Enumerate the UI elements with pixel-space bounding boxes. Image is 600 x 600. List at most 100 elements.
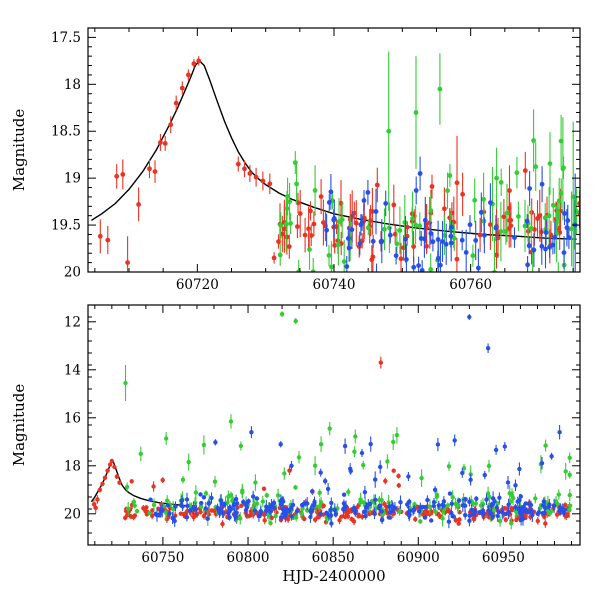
data-point <box>451 235 457 241</box>
data-point <box>235 161 241 167</box>
data-point <box>148 497 153 502</box>
data-point <box>280 497 285 502</box>
data-point <box>342 443 348 449</box>
data-point <box>558 190 564 196</box>
data-point <box>271 500 277 505</box>
data-point <box>341 259 347 264</box>
data-point <box>416 509 422 514</box>
data-point <box>486 463 492 469</box>
data-point <box>446 519 452 524</box>
green-series <box>123 311 573 530</box>
data-point <box>271 255 277 261</box>
data-point <box>489 502 495 507</box>
data-point <box>517 466 522 472</box>
data-point <box>318 442 324 447</box>
data-point <box>437 86 443 92</box>
data-point <box>387 504 392 509</box>
data-point <box>179 498 185 503</box>
data-point <box>567 472 572 477</box>
data-point <box>394 433 400 438</box>
data-point <box>125 260 130 265</box>
data-point <box>253 480 258 485</box>
data-point <box>226 494 231 499</box>
data-point <box>387 232 393 238</box>
data-point <box>567 455 572 460</box>
data-point <box>453 501 458 507</box>
data-point <box>433 509 438 514</box>
data-point <box>391 202 397 208</box>
data-point <box>367 501 373 507</box>
data-point <box>522 168 528 174</box>
data-point <box>552 235 558 240</box>
data-point <box>525 262 530 268</box>
data-point <box>240 490 245 495</box>
data-point <box>205 516 210 521</box>
data-point <box>480 501 486 507</box>
data-point <box>436 503 441 508</box>
data-point <box>397 228 403 233</box>
data-point <box>262 518 267 523</box>
y-tick-label: 16 <box>64 410 81 426</box>
x-tick-label: 60750 <box>141 550 184 566</box>
axis-ticks <box>88 304 580 546</box>
data-point <box>514 170 520 176</box>
data-point <box>368 441 373 447</box>
data-point <box>241 499 246 505</box>
y-tick-label: 19.5 <box>51 218 81 234</box>
data-point <box>278 442 283 447</box>
x-tick-label: 60900 <box>397 550 440 566</box>
data-point <box>193 490 199 495</box>
data-point <box>467 513 472 518</box>
data-point <box>387 225 392 231</box>
data-point <box>129 479 134 484</box>
data-point <box>526 510 531 515</box>
data-point <box>323 478 328 484</box>
data-point <box>131 499 137 504</box>
data-point <box>495 513 500 519</box>
data-point <box>344 264 350 269</box>
data-point <box>329 264 334 270</box>
data-point <box>272 505 277 511</box>
data-point <box>478 210 484 215</box>
data-point <box>500 510 505 515</box>
data-point <box>310 269 316 272</box>
data-point <box>249 430 254 435</box>
data-point <box>318 194 324 200</box>
data-point <box>517 510 523 515</box>
axis-tick-labels: 60750 60800 60850 60900 60950 12 14 16 18 20 <box>64 314 525 566</box>
data-point <box>287 468 292 473</box>
x-tick-label: 60950 <box>482 550 525 566</box>
data-point <box>178 502 184 508</box>
data-point <box>311 503 316 508</box>
data-point <box>261 486 267 491</box>
data-point <box>513 505 518 510</box>
data-point <box>318 470 323 475</box>
data-point <box>453 518 458 523</box>
data-point <box>429 184 435 189</box>
data-point <box>242 166 247 172</box>
data-point <box>543 521 548 526</box>
data-point <box>530 512 535 518</box>
data-point <box>459 237 465 243</box>
data-point <box>286 244 292 250</box>
data-point <box>419 475 424 481</box>
data-point <box>476 265 481 271</box>
data-point <box>447 173 453 178</box>
data-point <box>150 513 155 518</box>
data-point <box>537 213 543 219</box>
data-point <box>233 496 239 502</box>
data-point <box>310 489 315 494</box>
data-point <box>435 237 441 242</box>
data-point <box>527 502 532 507</box>
data-point <box>373 209 379 214</box>
data-point <box>543 246 548 252</box>
data-point <box>279 311 285 317</box>
data-point <box>247 171 253 176</box>
data-point <box>252 508 258 513</box>
data-point <box>488 200 493 206</box>
data-point <box>411 264 417 270</box>
data-point <box>179 85 185 91</box>
data-point <box>341 501 347 506</box>
data-point <box>329 521 334 526</box>
data-point <box>473 238 479 243</box>
